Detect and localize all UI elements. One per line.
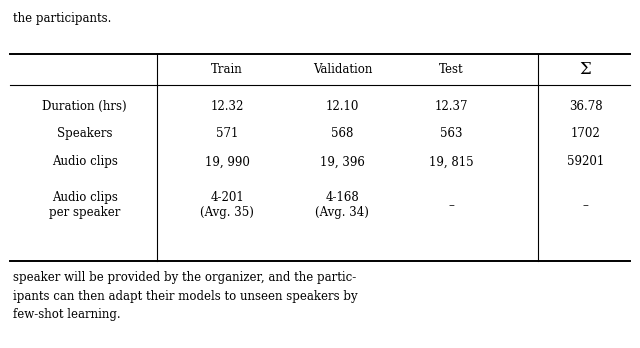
Text: –: –: [582, 199, 589, 212]
Text: 59201: 59201: [567, 155, 604, 168]
Text: 12.10: 12.10: [326, 100, 359, 113]
Text: Audio clips: Audio clips: [52, 155, 118, 168]
Text: 19, 815: 19, 815: [429, 155, 474, 168]
Text: 36.78: 36.78: [569, 100, 602, 113]
Text: the participants.: the participants.: [13, 12, 111, 25]
Text: Test: Test: [439, 63, 463, 76]
Text: Σ: Σ: [580, 61, 591, 78]
Text: Duration (hrs): Duration (hrs): [42, 100, 127, 113]
Text: 1702: 1702: [571, 127, 600, 141]
Text: –: –: [448, 199, 454, 212]
Text: Train: Train: [211, 63, 243, 76]
Text: Speakers: Speakers: [57, 127, 113, 141]
Text: Audio clips
per speaker: Audio clips per speaker: [49, 191, 120, 219]
Text: 19, 396: 19, 396: [320, 155, 365, 168]
Text: 563: 563: [440, 127, 463, 141]
Text: 571: 571: [216, 127, 238, 141]
Text: 568: 568: [332, 127, 353, 141]
Text: 4-168
(Avg. 34): 4-168 (Avg. 34): [316, 191, 369, 219]
Text: 19, 990: 19, 990: [205, 155, 250, 168]
Text: 4-201
(Avg. 35): 4-201 (Avg. 35): [200, 191, 254, 219]
Text: Validation: Validation: [313, 63, 372, 76]
Text: 12.32: 12.32: [211, 100, 244, 113]
Text: 12.37: 12.37: [435, 100, 468, 113]
Text: speaker will be provided by the organizer, and the partic-
ipants can then adapt: speaker will be provided by the organize…: [13, 271, 357, 322]
